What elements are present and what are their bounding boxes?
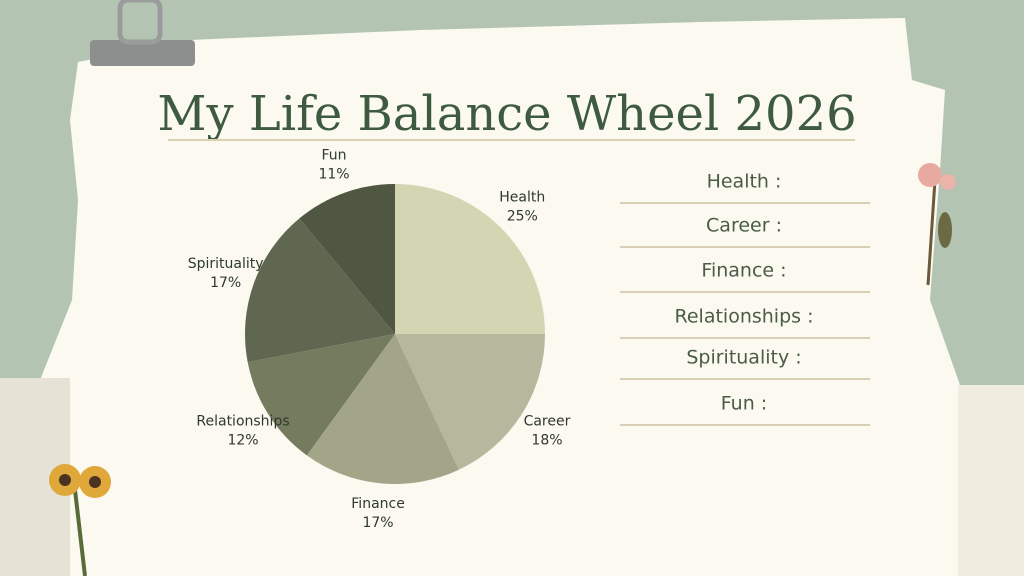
pie-slice (299, 184, 395, 334)
slice-label: Spirituality (188, 256, 264, 272)
slice-value-label: 12% (227, 432, 258, 448)
slice-value-label: 11% (318, 167, 349, 183)
pie-slice (247, 334, 395, 456)
slice-value-label: 25% (507, 209, 538, 225)
pie-slice (306, 334, 459, 484)
worksheet: Health : Career : Finance : Relationships :… (620, 171, 870, 426)
pie-slice (244, 218, 395, 363)
pie-slice (395, 184, 545, 334)
worksheet-label: Health : (707, 171, 782, 193)
pie-slice (395, 334, 545, 470)
slice-label: Relationships (196, 413, 289, 429)
worksheet-label: Spirituality : (686, 347, 801, 369)
slice-label: Fun (322, 148, 347, 164)
slice-label: Health (499, 190, 545, 206)
worksheet-label: Finance : (701, 260, 786, 282)
worksheet-label: Career : (706, 215, 782, 237)
binder-clip (90, 0, 195, 66)
slice-value-label: 18% (531, 432, 562, 448)
slice-value-label: 17% (362, 515, 393, 531)
slice-label: Finance (351, 496, 405, 512)
slice-value-label: 17% (210, 275, 241, 291)
worksheet-label: Fun : (721, 393, 767, 415)
worksheet-label: Relationships : (675, 306, 814, 328)
chart-title: My Life Balance Wheel 2026 (157, 86, 856, 142)
slice-label: Career (524, 413, 571, 429)
letter-scrap (958, 385, 1024, 576)
sunflower-decoration (49, 464, 111, 576)
flower-decoration (918, 163, 956, 286)
pie: Health 25% Career 18% Finance 17% Relationship… (188, 148, 571, 532)
